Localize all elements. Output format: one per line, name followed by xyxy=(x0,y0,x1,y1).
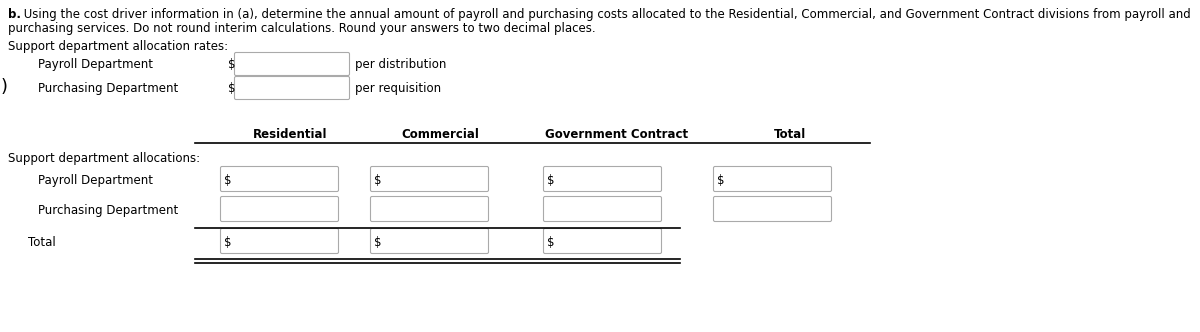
Text: Purchasing Department: Purchasing Department xyxy=(38,82,179,95)
Text: b.: b. xyxy=(8,8,22,21)
Text: $: $ xyxy=(224,236,232,249)
FancyBboxPatch shape xyxy=(221,197,338,221)
FancyBboxPatch shape xyxy=(714,197,832,221)
Text: $: $ xyxy=(547,236,554,249)
Text: ): ) xyxy=(1,78,8,96)
Text: Commercial: Commercial xyxy=(401,128,479,141)
FancyBboxPatch shape xyxy=(221,167,338,192)
FancyBboxPatch shape xyxy=(234,52,349,75)
Text: Using the cost driver information in (a), determine the annual amount of payroll: Using the cost driver information in (a)… xyxy=(20,8,1190,21)
FancyBboxPatch shape xyxy=(544,197,661,221)
Text: per distribution: per distribution xyxy=(355,58,446,71)
FancyBboxPatch shape xyxy=(371,228,488,254)
Text: Purchasing Department: Purchasing Department xyxy=(38,204,179,217)
Text: Total: Total xyxy=(28,236,55,249)
FancyBboxPatch shape xyxy=(234,76,349,100)
Text: purchasing services. Do not round interim calculations. Round your answers to tw: purchasing services. Do not round interi… xyxy=(8,22,595,35)
Text: Total: Total xyxy=(774,128,806,141)
Text: $: $ xyxy=(374,174,382,187)
Text: Payroll Department: Payroll Department xyxy=(38,174,154,187)
FancyBboxPatch shape xyxy=(544,228,661,254)
Text: $: $ xyxy=(228,58,235,71)
Text: $: $ xyxy=(228,82,235,95)
Text: Government Contract: Government Contract xyxy=(546,128,689,141)
Text: $: $ xyxy=(718,174,725,187)
FancyBboxPatch shape xyxy=(714,167,832,192)
Text: Support department allocations:: Support department allocations: xyxy=(8,152,200,165)
FancyBboxPatch shape xyxy=(221,228,338,254)
FancyBboxPatch shape xyxy=(371,167,488,192)
Text: $: $ xyxy=(224,174,232,187)
Text: Residential: Residential xyxy=(253,128,328,141)
FancyBboxPatch shape xyxy=(371,197,488,221)
Text: $: $ xyxy=(374,236,382,249)
FancyBboxPatch shape xyxy=(544,167,661,192)
Text: $: $ xyxy=(547,174,554,187)
Text: Payroll Department: Payroll Department xyxy=(38,58,154,71)
Text: per requisition: per requisition xyxy=(355,82,442,95)
Text: Support department allocation rates:: Support department allocation rates: xyxy=(8,40,228,53)
